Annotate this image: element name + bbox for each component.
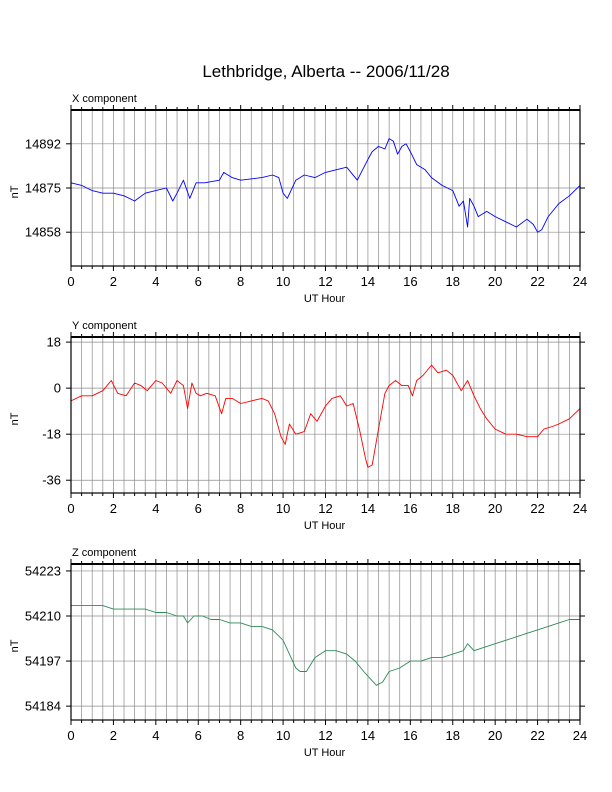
x-tick-label: 8 (237, 274, 244, 289)
x-tick-label: 6 (195, 501, 202, 516)
x-tick-label: 8 (237, 501, 244, 516)
panel-title: Y component (72, 320, 137, 332)
x-tick-label: 0 (67, 274, 74, 289)
y-axis-label: nT (9, 185, 21, 198)
y-tick-label: 14875 (25, 181, 61, 196)
y-tick-label: -18 (42, 427, 61, 442)
x-tick-label: 8 (237, 728, 244, 743)
x-tick-label: 0 (67, 501, 74, 516)
x-tick-label: 2 (110, 274, 117, 289)
x-tick-label: 14 (361, 274, 375, 289)
y-tick-label: 54223 (25, 563, 61, 578)
series-line (70, 364, 581, 468)
x-tick-label: 16 (403, 501, 417, 516)
x-tick-label: 4 (152, 728, 159, 743)
x-tick-label: 2 (110, 728, 117, 743)
x-tick-label: 6 (195, 728, 202, 743)
x-axis-label: UT Hour (304, 293, 346, 305)
x-tick-label: 20 (488, 501, 502, 516)
x-tick-label: 2 (110, 501, 117, 516)
y-tick-label: 0 (54, 381, 61, 396)
x-tick-label: 4 (152, 274, 159, 289)
y-tick-label: 18 (47, 335, 61, 350)
series-line (71, 605, 580, 686)
x-tick-label: 10 (276, 501, 290, 516)
x-tick-label: 16 (403, 728, 417, 743)
x-axis-label: UT Hour (304, 520, 346, 532)
y-axis-label: nT (9, 412, 21, 425)
y-tick-label: -36 (42, 473, 61, 488)
y-tick-label: 14858 (25, 225, 61, 240)
x-axis-label: UT Hour (304, 747, 346, 759)
x-tick-label: 12 (318, 501, 332, 516)
chart-title: Lethbridge, Alberta -- 2006/11/28 (202, 62, 449, 81)
panel-title: X component (72, 93, 137, 105)
x-tick-label: 10 (276, 274, 290, 289)
x-tick-label: 18 (446, 501, 460, 516)
y-tick-label: 54184 (25, 699, 61, 714)
y-axis-label: nT (9, 639, 21, 652)
y-tick-label: 54197 (25, 654, 61, 669)
x-tick-label: 22 (530, 274, 544, 289)
x-tick-label: 20 (488, 274, 502, 289)
x-tick-label: 6 (195, 274, 202, 289)
x-tick-label: 24 (573, 274, 587, 289)
panel-title: Z component (72, 547, 136, 559)
x-tick-label: 20 (488, 728, 502, 743)
x-tick-label: 22 (530, 501, 544, 516)
y-tick-label: 54210 (25, 609, 61, 624)
series-line (70, 138, 581, 233)
x-tick-label: 16 (403, 274, 417, 289)
x-tick-label: 24 (573, 728, 587, 743)
x-tick-label: 22 (530, 728, 544, 743)
x-tick-label: 0 (67, 728, 74, 743)
panel-3: 0 2 4 6 8 10 12 14 16 18 20 22 245418454197542105422… (9, 547, 587, 759)
x-tick-label: 14 (361, 728, 375, 743)
x-tick-label: 12 (318, 728, 332, 743)
x-tick-label: 10 (276, 728, 290, 743)
x-tick-label: 12 (318, 274, 332, 289)
x-tick-label: 18 (446, 274, 460, 289)
y-tick-label: 14892 (25, 136, 61, 151)
x-tick-label: 18 (446, 728, 460, 743)
x-tick-label: 14 (361, 501, 375, 516)
x-tick-label: 4 (152, 501, 159, 516)
x-tick-label: 24 (573, 501, 587, 516)
